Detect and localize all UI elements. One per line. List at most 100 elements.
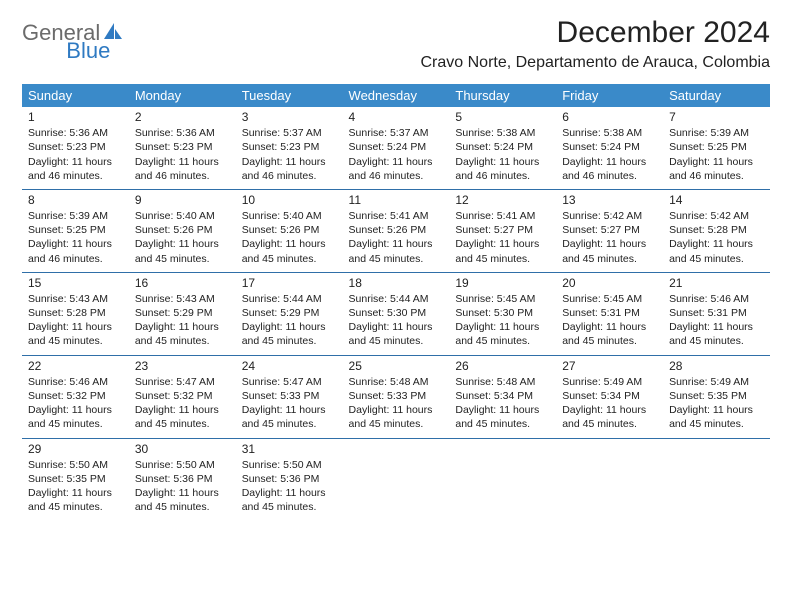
sunrise-line: Sunrise: 5:50 AM <box>28 458 123 472</box>
calendar-cell: 15Sunrise: 5:43 AMSunset: 5:28 PMDayligh… <box>22 272 129 355</box>
sunrise-line: Sunrise: 5:50 AM <box>242 458 337 472</box>
sunset-line: Sunset: 5:33 PM <box>242 389 337 403</box>
day-number: 4 <box>349 109 444 126</box>
sunset-line: Sunset: 5:32 PM <box>135 389 230 403</box>
day-number: 16 <box>135 275 230 292</box>
sunset-line: Sunset: 5:28 PM <box>28 306 123 320</box>
calendar-cell: 3Sunrise: 5:37 AMSunset: 5:23 PMDaylight… <box>236 107 343 189</box>
calendar-cell: 25Sunrise: 5:48 AMSunset: 5:33 PMDayligh… <box>343 355 450 438</box>
sunset-line: Sunset: 5:26 PM <box>135 223 230 237</box>
calendar-cell: 7Sunrise: 5:39 AMSunset: 5:25 PMDaylight… <box>663 107 770 189</box>
sunset-line: Sunset: 5:24 PM <box>562 140 657 154</box>
sunset-line: Sunset: 5:23 PM <box>242 140 337 154</box>
calendar-cell: 22Sunrise: 5:46 AMSunset: 5:32 PMDayligh… <box>22 355 129 438</box>
sunset-line: Sunset: 5:24 PM <box>455 140 550 154</box>
daylight-line: Daylight: 11 hours and 46 minutes. <box>28 237 123 265</box>
daylight-line: Daylight: 11 hours and 45 minutes. <box>349 320 444 348</box>
day-number: 10 <box>242 192 337 209</box>
title-block: December 2024 Cravo Norte, Departamento … <box>420 16 770 72</box>
daylight-line: Daylight: 11 hours and 46 minutes. <box>669 155 764 183</box>
day-number: 20 <box>562 275 657 292</box>
sunset-line: Sunset: 5:35 PM <box>28 472 123 486</box>
day-number: 24 <box>242 358 337 375</box>
calendar-cell: 1Sunrise: 5:36 AMSunset: 5:23 PMDaylight… <box>22 107 129 189</box>
sunset-line: Sunset: 5:27 PM <box>455 223 550 237</box>
weekday-header: Sunday <box>22 84 129 107</box>
calendar-cell: 17Sunrise: 5:44 AMSunset: 5:29 PMDayligh… <box>236 272 343 355</box>
sunset-line: Sunset: 5:33 PM <box>349 389 444 403</box>
calendar-cell: 20Sunrise: 5:45 AMSunset: 5:31 PMDayligh… <box>556 272 663 355</box>
daylight-line: Daylight: 11 hours and 45 minutes. <box>562 320 657 348</box>
calendar-cell <box>663 438 770 520</box>
sunrise-line: Sunrise: 5:44 AM <box>349 292 444 306</box>
day-number: 29 <box>28 441 123 458</box>
sunrise-line: Sunrise: 5:45 AM <box>562 292 657 306</box>
day-number: 28 <box>669 358 764 375</box>
calendar-cell: 12Sunrise: 5:41 AMSunset: 5:27 PMDayligh… <box>449 189 556 272</box>
sunset-line: Sunset: 5:30 PM <box>455 306 550 320</box>
daylight-line: Daylight: 11 hours and 45 minutes. <box>669 320 764 348</box>
sunset-line: Sunset: 5:36 PM <box>242 472 337 486</box>
daylight-line: Daylight: 11 hours and 46 minutes. <box>349 155 444 183</box>
daylight-line: Daylight: 11 hours and 45 minutes. <box>28 486 123 514</box>
calendar-cell: 14Sunrise: 5:42 AMSunset: 5:28 PMDayligh… <box>663 189 770 272</box>
daylight-line: Daylight: 11 hours and 45 minutes. <box>562 403 657 431</box>
sunrise-line: Sunrise: 5:37 AM <box>242 126 337 140</box>
sunrise-line: Sunrise: 5:42 AM <box>562 209 657 223</box>
calendar-cell: 8Sunrise: 5:39 AMSunset: 5:25 PMDaylight… <box>22 189 129 272</box>
day-number: 12 <box>455 192 550 209</box>
day-number: 27 <box>562 358 657 375</box>
day-number: 2 <box>135 109 230 126</box>
daylight-line: Daylight: 11 hours and 45 minutes. <box>455 237 550 265</box>
calendar-cell: 18Sunrise: 5:44 AMSunset: 5:30 PMDayligh… <box>343 272 450 355</box>
sunrise-line: Sunrise: 5:42 AM <box>669 209 764 223</box>
sunrise-line: Sunrise: 5:36 AM <box>135 126 230 140</box>
weekday-header-row: Sunday Monday Tuesday Wednesday Thursday… <box>22 84 770 107</box>
daylight-line: Daylight: 11 hours and 45 minutes. <box>349 403 444 431</box>
sunset-line: Sunset: 5:32 PM <box>28 389 123 403</box>
day-number: 30 <box>135 441 230 458</box>
day-number: 22 <box>28 358 123 375</box>
day-number: 23 <box>135 358 230 375</box>
calendar-week-row: 8Sunrise: 5:39 AMSunset: 5:25 PMDaylight… <box>22 189 770 272</box>
weekday-header: Friday <box>556 84 663 107</box>
daylight-line: Daylight: 11 hours and 45 minutes. <box>455 403 550 431</box>
sunrise-line: Sunrise: 5:47 AM <box>135 375 230 389</box>
daylight-line: Daylight: 11 hours and 45 minutes. <box>135 237 230 265</box>
calendar-cell <box>449 438 556 520</box>
calendar-cell: 27Sunrise: 5:49 AMSunset: 5:34 PMDayligh… <box>556 355 663 438</box>
calendar-cell: 31Sunrise: 5:50 AMSunset: 5:36 PMDayligh… <box>236 438 343 520</box>
sunrise-line: Sunrise: 5:37 AM <box>349 126 444 140</box>
calendar-cell: 29Sunrise: 5:50 AMSunset: 5:35 PMDayligh… <box>22 438 129 520</box>
sunrise-line: Sunrise: 5:49 AM <box>562 375 657 389</box>
day-number: 17 <box>242 275 337 292</box>
sunrise-line: Sunrise: 5:36 AM <box>28 126 123 140</box>
calendar-week-row: 15Sunrise: 5:43 AMSunset: 5:28 PMDayligh… <box>22 272 770 355</box>
sunrise-line: Sunrise: 5:43 AM <box>28 292 123 306</box>
sunrise-line: Sunrise: 5:40 AM <box>242 209 337 223</box>
day-number: 11 <box>349 192 444 209</box>
sunrise-line: Sunrise: 5:48 AM <box>349 375 444 389</box>
calendar-cell: 24Sunrise: 5:47 AMSunset: 5:33 PMDayligh… <box>236 355 343 438</box>
sunrise-line: Sunrise: 5:43 AM <box>135 292 230 306</box>
day-number: 21 <box>669 275 764 292</box>
daylight-line: Daylight: 11 hours and 46 minutes. <box>562 155 657 183</box>
daylight-line: Daylight: 11 hours and 46 minutes. <box>455 155 550 183</box>
daylight-line: Daylight: 11 hours and 45 minutes. <box>669 237 764 265</box>
daylight-line: Daylight: 11 hours and 45 minutes. <box>135 403 230 431</box>
day-number: 31 <box>242 441 337 458</box>
daylight-line: Daylight: 11 hours and 45 minutes. <box>28 320 123 348</box>
sunset-line: Sunset: 5:30 PM <box>349 306 444 320</box>
calendar-cell: 9Sunrise: 5:40 AMSunset: 5:26 PMDaylight… <box>129 189 236 272</box>
calendar-cell <box>343 438 450 520</box>
sunset-line: Sunset: 5:23 PM <box>135 140 230 154</box>
calendar-cell: 2Sunrise: 5:36 AMSunset: 5:23 PMDaylight… <box>129 107 236 189</box>
calendar-cell: 19Sunrise: 5:45 AMSunset: 5:30 PMDayligh… <box>449 272 556 355</box>
calendar-week-row: 29Sunrise: 5:50 AMSunset: 5:35 PMDayligh… <box>22 438 770 520</box>
calendar-cell: 30Sunrise: 5:50 AMSunset: 5:36 PMDayligh… <box>129 438 236 520</box>
calendar-cell: 23Sunrise: 5:47 AMSunset: 5:32 PMDayligh… <box>129 355 236 438</box>
daylight-line: Daylight: 11 hours and 45 minutes. <box>455 320 550 348</box>
sunrise-line: Sunrise: 5:50 AM <box>135 458 230 472</box>
calendar-cell: 10Sunrise: 5:40 AMSunset: 5:26 PMDayligh… <box>236 189 343 272</box>
weekday-header: Monday <box>129 84 236 107</box>
